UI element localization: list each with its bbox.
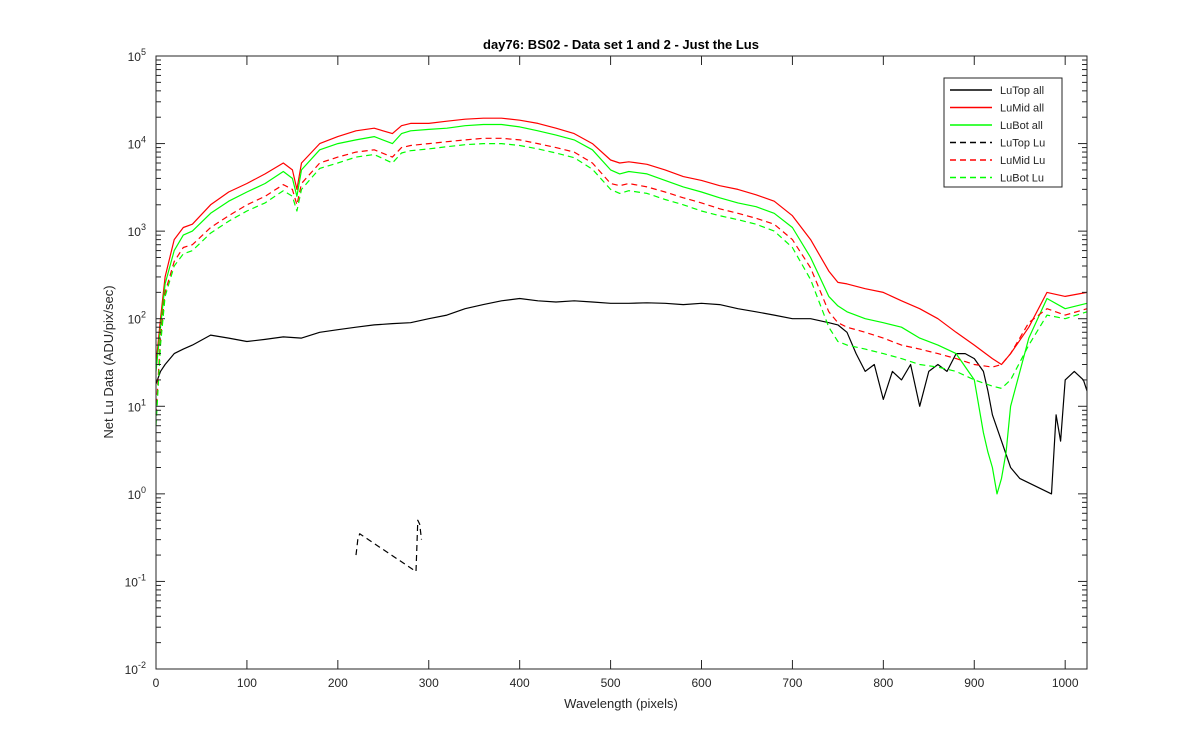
x-tick-label: 600 <box>691 676 711 690</box>
legend-label: LuTop Lu <box>1000 138 1045 150</box>
y-tick-label: 105 <box>128 47 146 64</box>
x-tick-label: 1000 <box>1052 676 1079 690</box>
x-tick-label: 0 <box>153 676 160 690</box>
legend-label: LuMid all <box>1000 103 1044 115</box>
legend-label: LuMid Lu <box>1000 155 1045 167</box>
series-line-2 <box>155 123 1088 495</box>
series-line-3 <box>355 519 423 573</box>
x-tick-label: 800 <box>873 676 893 690</box>
legend: LuTop all LuMid all LuBot all LuTop Lu LuMid… <box>943 77 1063 188</box>
x-tick-label: 400 <box>510 676 530 690</box>
x-tick-label: 500 <box>601 676 621 690</box>
y-tick-label: 102 <box>128 310 146 327</box>
series-line-4 <box>155 137 1088 415</box>
legend-box <box>943 77 1063 188</box>
legend-label: LuBot Lu <box>1000 173 1044 185</box>
series-layer <box>155 117 1088 573</box>
plot-frame <box>155 55 1088 670</box>
series-line-1 <box>155 117 1088 366</box>
axis-layer: 0 100 200 300 400 500 600 700 800 900 1000 10-2 10-1… <box>125 47 1087 690</box>
x-tick-label: 200 <box>328 676 348 690</box>
y-tick-label: 103 <box>128 222 146 239</box>
series-line-5 <box>155 143 1088 426</box>
legend-label: LuTop all <box>1000 85 1044 97</box>
x-tick-label: 300 <box>419 676 439 690</box>
y-tick-label: 104 <box>128 135 146 152</box>
x-axis-label: Wavelength (pixels) <box>564 696 678 711</box>
x-tick-label: 900 <box>964 676 984 690</box>
y-tick-label: 100 <box>128 485 146 502</box>
x-tick-label: 100 <box>237 676 257 690</box>
y-axis-label: Net Lu Data (ADU/pix/sec) <box>101 285 116 438</box>
y-tick-label: 10-2 <box>125 660 146 677</box>
chart-title: day76: BS02 - Data set 1 and 2 - Just th… <box>483 37 759 52</box>
series-line-0 <box>155 297 1088 495</box>
y-tick-label: 10-1 <box>125 572 146 589</box>
plot-background <box>156 56 1087 669</box>
x-tick-label: 700 <box>782 676 802 690</box>
legend-label: LuBot all <box>1000 120 1043 132</box>
y-tick-label: 101 <box>128 397 146 414</box>
